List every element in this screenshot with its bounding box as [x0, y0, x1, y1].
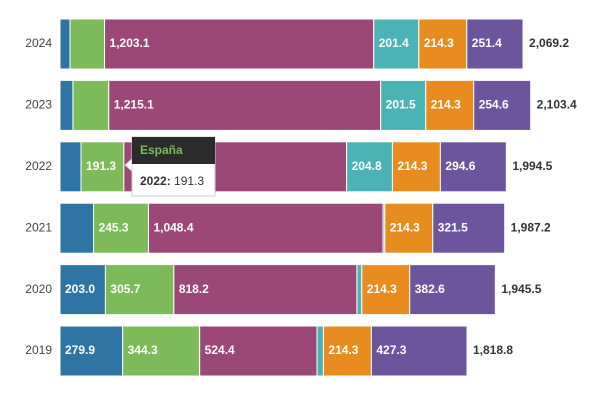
y-tick-label: 2021 — [25, 220, 52, 234]
bar-segment — [59, 264, 106, 316]
data-label: 191.3 — [86, 159, 116, 173]
y-tick-label: 2024 — [25, 36, 52, 50]
data-label: 294.6 — [445, 159, 475, 173]
total-label: 1,987.2 — [511, 220, 551, 234]
total-label: 2,103.4 — [537, 98, 577, 112]
data-label: 818.2 — [179, 282, 209, 296]
bar-segment — [316, 325, 324, 377]
data-label: 245.3 — [99, 220, 129, 234]
data-label: 214.3 — [397, 159, 427, 173]
total-label: 2,069.2 — [529, 36, 569, 50]
data-label: 214.3 — [328, 343, 358, 357]
data-label: 254.6 — [479, 98, 509, 112]
data-label: 1,215.1 — [114, 98, 154, 112]
total-label: 1,818.8 — [473, 343, 513, 357]
bar-segment — [104, 264, 175, 316]
data-label: 524.4 — [205, 343, 235, 357]
bar-segment — [80, 141, 125, 193]
tooltip: España 2022: 191.3 — [124, 136, 216, 197]
data-label: 204.8 — [352, 159, 382, 173]
bar-segment — [59, 141, 82, 193]
bar-segment — [380, 79, 427, 131]
data-label: 214.3 — [431, 98, 461, 112]
data-label: 214.3 — [367, 282, 397, 296]
bar-segment — [473, 79, 532, 131]
bar-segment — [373, 18, 420, 70]
data-label: 251.4 — [472, 36, 502, 50]
data-label: 201.5 — [386, 98, 416, 112]
data-label: 1,048.4 — [153, 220, 193, 234]
tooltip-text: 2022: 191.3 — [140, 174, 204, 188]
bar-segment — [59, 18, 71, 70]
total-label: 1,994.5 — [512, 159, 552, 173]
total-label: 1,945.5 — [501, 282, 541, 296]
bar-segment — [370, 325, 468, 377]
bar-segment — [59, 202, 95, 254]
y-tick-label: 2023 — [25, 98, 52, 112]
data-label: 427.3 — [376, 343, 406, 357]
bar-segment — [391, 141, 441, 193]
bar-segment — [409, 264, 496, 316]
data-label: 382.6 — [415, 282, 445, 296]
bar-segment — [93, 202, 149, 254]
bar-segment — [104, 18, 375, 70]
tooltip-header — [132, 137, 215, 164]
bar-segment — [122, 325, 201, 377]
bar-segment — [108, 79, 382, 131]
y-tick-label: 2019 — [25, 343, 52, 357]
tooltip-label: 2022: — [140, 174, 171, 188]
bar-segment — [466, 18, 524, 70]
bar-segment — [59, 79, 74, 131]
bar-segment — [72, 79, 110, 131]
y-tick-label: 2022 — [25, 159, 52, 173]
data-label: 321.5 — [438, 220, 468, 234]
bar-segment — [199, 325, 318, 377]
data-label: 214.3 — [390, 220, 420, 234]
data-label: 344.3 — [128, 343, 158, 357]
data-label: 214.3 — [424, 36, 454, 50]
bar-segment — [418, 18, 468, 70]
bar-segment — [432, 202, 506, 254]
bar-segment — [69, 18, 106, 70]
data-label: 305.7 — [110, 282, 140, 296]
tooltip-title: España — [140, 143, 183, 157]
bar-segment — [425, 79, 475, 131]
tooltip-value: 191.3 — [174, 174, 204, 188]
data-label: 203.0 — [65, 282, 95, 296]
bar-segment — [356, 264, 363, 316]
bar-segment — [439, 141, 507, 193]
y-tick-label: 2020 — [25, 282, 52, 296]
data-label: 1,203.1 — [110, 36, 150, 50]
data-label: 279.9 — [65, 343, 95, 357]
data-label: 201.4 — [379, 36, 409, 50]
